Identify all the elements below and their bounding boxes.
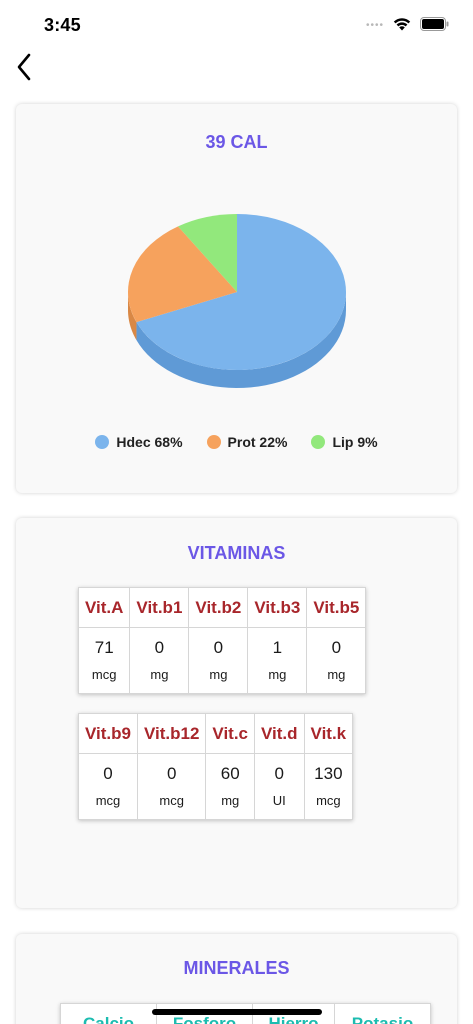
vitamin-cell: 0 mg — [306, 627, 367, 694]
calories-title: 39 CAL — [205, 132, 268, 152]
legend-dot-icon — [311, 435, 326, 449]
vitamin-value: 0 — [103, 764, 113, 783]
vitamin-header: Vit.A — [77, 587, 131, 628]
vitamin-cell: 0 mg — [188, 627, 249, 694]
vitamin-header: Vit.b9 — [78, 713, 138, 754]
home-indicator — [152, 1009, 322, 1015]
calories-card: 39 CAL Hdec 68% Prot 22% Lip 9% — [16, 104, 457, 493]
vitamins-card: VITAMINAS Vit.A Vit.b1 Vit.b2 Vit.b3 Vit… — [16, 518, 457, 908]
legend-item: Prot 22% — [206, 434, 288, 450]
pie-slice-hdec — [136, 214, 346, 370]
vitamins-table-2: Vit.b9 Vit.b12 Vit.c Vit.d Vit.k 0 mcg 0 m… — [78, 713, 354, 820]
legend-dot-icon — [206, 435, 221, 449]
pie-slice-side-prot — [128, 292, 137, 341]
minerals-table: Calcio Fosforo Hierro Potasio — [60, 1003, 431, 1024]
vitamin-cell: 130 mcg — [303, 753, 354, 820]
vitamin-value: 0 — [213, 638, 224, 657]
vitamin-value: 1 — [272, 638, 283, 657]
vitamin-value: 0 — [154, 638, 165, 657]
vitamin-header: Vit.b5 — [306, 587, 367, 628]
legend-item: Lip 9% — [311, 434, 378, 450]
vitamin-header: Vit.b3 — [247, 587, 308, 628]
vitamin-header: Vit.b2 — [188, 587, 249, 628]
legend-label: Lip 9% — [332, 434, 378, 450]
vitamin-value: 60 — [220, 764, 240, 783]
vitamin-unit: mcg — [91, 667, 117, 682]
chevron-left-icon — [17, 53, 31, 81]
vitamin-unit: mg — [209, 667, 228, 682]
mineral-header: Calcio — [60, 1003, 157, 1024]
signal-icon: •••• — [365, 20, 384, 31]
legend-dot-icon — [95, 435, 110, 449]
vitamin-value: 71 — [94, 638, 114, 657]
pie-slice-side-hdec — [136, 292, 346, 388]
vitamin-value: 0 — [274, 764, 285, 783]
vitamin-header: Vit.c — [205, 713, 256, 754]
pie-slice-prot — [127, 226, 237, 323]
vitamin-unit: mg — [327, 667, 346, 682]
vitamin-header: Vit.d — [254, 713, 305, 754]
vitamin-unit: mcg — [159, 793, 184, 808]
vitamin-cell: 1 mg — [247, 627, 308, 694]
status-bar: 3:45 •••• — [0, 0, 473, 48]
vitamin-header: Vit.b1 — [129, 587, 190, 628]
vitamin-value: 0 — [166, 764, 177, 783]
status-time: 3:45 — [44, 15, 81, 35]
minerals-title: MINERALES — [183, 958, 290, 978]
vitamin-unit: UI — [272, 793, 286, 808]
vitamin-value: 0 — [331, 638, 342, 657]
vitamin-header: Vit.k — [303, 713, 354, 754]
vitamin-header: Vit.b12 — [136, 713, 207, 754]
chart-legend: Hdec 68% Prot 22% Lip 9% — [16, 434, 457, 450]
vitamin-unit: mcg — [95, 793, 121, 808]
vitamin-cell: 0 mg — [129, 627, 190, 694]
battery-icon — [420, 16, 449, 36]
status-icons: •••• — [366, 16, 449, 36]
pie-chart — [127, 214, 346, 388]
mineral-header: Potasio — [334, 1003, 431, 1024]
back-button[interactable] — [10, 50, 38, 84]
legend-label: Hdec 68% — [116, 434, 183, 450]
wifi-icon — [392, 16, 412, 36]
legend-item: Hdec 68% — [95, 434, 183, 450]
vitamin-value: 130 — [314, 764, 343, 783]
vitamin-cell: 60 mg — [205, 753, 256, 820]
vitamin-unit: mg — [221, 793, 240, 808]
vitamins-title: VITAMINAS — [187, 543, 286, 563]
pie-slice-lip — [178, 214, 237, 292]
vitamin-unit: mcg — [316, 793, 341, 808]
vitamins-table-1: Vit.A Vit.b1 Vit.b2 Vit.b3 Vit.b5 71 mcg … — [77, 587, 367, 694]
vitamin-unit: mg — [150, 667, 169, 682]
vitamin-cell: 0 UI — [254, 753, 305, 820]
vitamin-cell: 0 mcg — [78, 753, 138, 820]
vitamin-cell: 0 mcg — [136, 753, 207, 820]
legend-label: Prot 22% — [227, 434, 288, 450]
vitamin-unit: mg — [268, 667, 287, 682]
vitamin-cell: 71 mcg — [77, 627, 131, 694]
